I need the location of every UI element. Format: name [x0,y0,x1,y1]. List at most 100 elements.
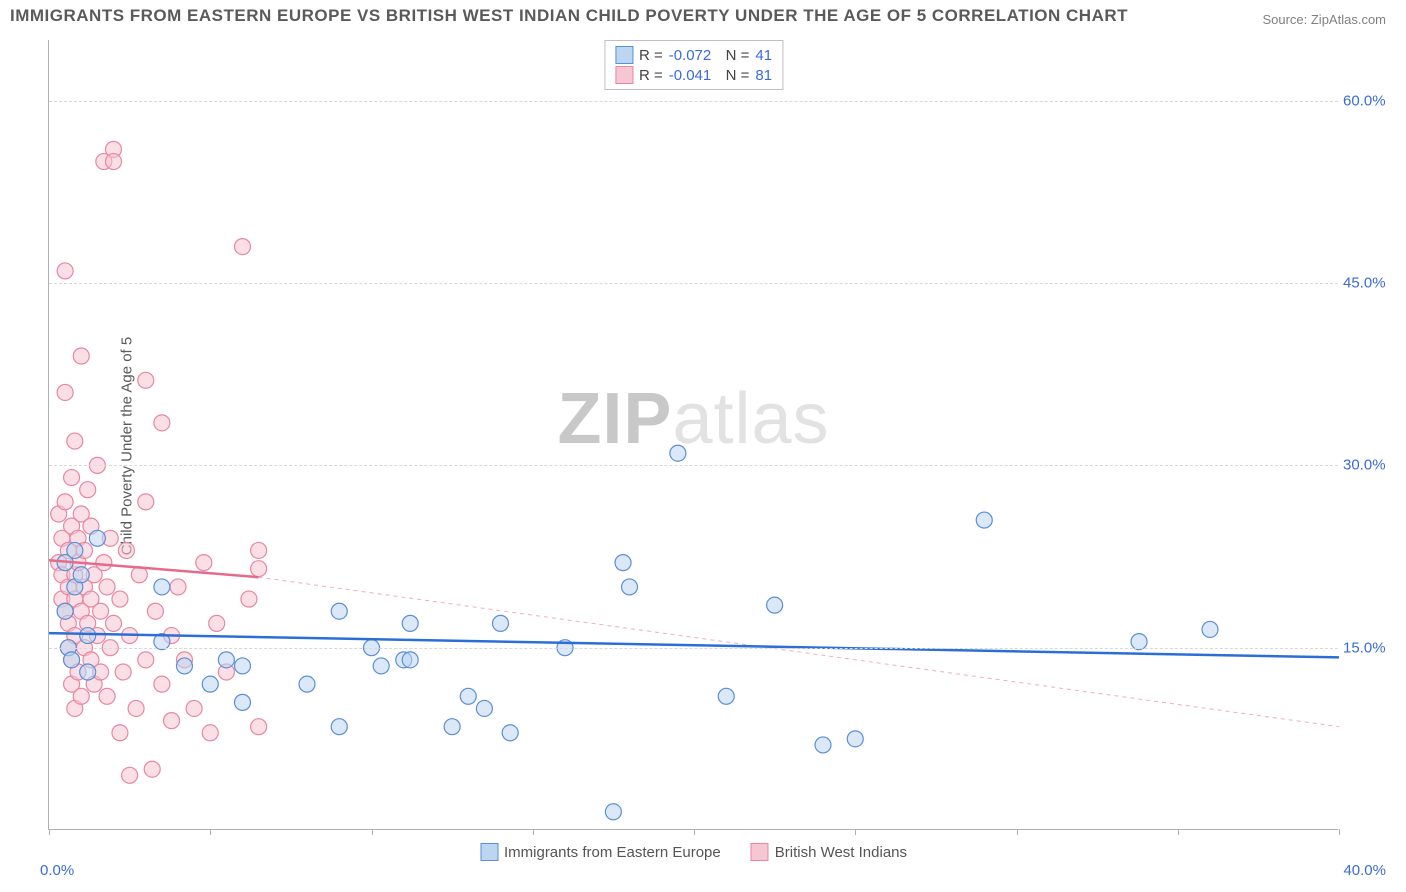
data-point [202,725,218,741]
data-point [154,579,170,595]
source-attribution: Source: ZipAtlas.com [1262,12,1386,27]
data-point [622,579,638,595]
data-point [144,761,160,777]
data-point [402,652,418,668]
data-point [122,767,138,783]
data-point [251,719,267,735]
data-point [138,494,154,510]
gridline [49,283,1338,284]
data-point [64,470,80,486]
data-point [67,433,83,449]
legend-swatch-blue [480,843,498,861]
x-tick-40: 40.0% [1343,862,1386,879]
data-point [186,700,202,716]
data-point [57,384,73,400]
data-point [128,700,144,716]
x-tick-mark [855,829,856,835]
x-tick-mark [1178,829,1179,835]
data-point [80,664,96,680]
data-point [80,482,96,498]
data-point [670,445,686,461]
data-point [718,688,734,704]
series-legend: Immigrants from Eastern Europe British W… [480,843,907,861]
y-tick-label: 60.0% [1343,92,1403,109]
data-point [115,664,131,680]
data-point [73,567,89,583]
data-point [106,154,122,170]
data-point [73,688,89,704]
data-point [373,658,389,674]
data-point [164,713,180,729]
data-point [96,555,112,571]
legend-r-value-2: -0.041 [669,67,712,84]
x-tick-mark [1339,829,1340,835]
data-point [331,719,347,735]
data-point [112,591,128,607]
data-point [57,263,73,279]
data-point [154,415,170,431]
legend-r-label: R = [639,67,663,84]
data-point [235,239,251,255]
data-point [251,542,267,558]
x-tick-0: 0.0% [40,862,74,879]
data-point [112,725,128,741]
data-point [331,603,347,619]
data-point [493,615,509,631]
data-point [847,731,863,747]
data-point [218,652,234,668]
x-tick-mark [372,829,373,835]
legend-r-label: R = [639,47,663,64]
data-point [57,494,73,510]
data-point [209,615,225,631]
data-point [73,348,89,364]
data-point [89,530,105,546]
data-point [235,658,251,674]
data-point [976,512,992,528]
legend-r-value-1: -0.072 [669,47,712,64]
data-point [147,603,163,619]
data-point [170,579,186,595]
data-point [815,737,831,753]
data-point [767,597,783,613]
data-point [176,658,192,674]
gridline [49,101,1338,102]
legend-item-blue: Immigrants from Eastern Europe [480,843,721,861]
correlation-legend: R = -0.072 N = 41 R = -0.041 N = 81 [604,40,783,90]
plot-area: ZIPatlas R = -0.072 N = 41 R = -0.041 N … [48,40,1338,830]
x-tick-mark [1017,829,1018,835]
data-point [502,725,518,741]
y-tick-label: 30.0% [1343,457,1403,474]
data-point [476,700,492,716]
data-point [251,561,267,577]
data-point [444,719,460,735]
legend-label-blue: Immigrants from Eastern Europe [504,844,721,861]
y-tick-label: 15.0% [1343,639,1403,656]
legend-item-pink: British West Indians [751,843,907,861]
data-point [196,555,212,571]
gridline [49,465,1338,466]
data-point [241,591,257,607]
data-point [99,688,115,704]
legend-swatch-pink [751,843,769,861]
data-point [80,628,96,644]
data-point [1202,621,1218,637]
data-point [615,555,631,571]
correlation-row-2: R = -0.041 N = 81 [615,65,772,85]
chart-title: IMMIGRANTS FROM EASTERN EUROPE VS BRITIS… [10,6,1128,26]
legend-n-label: N = [717,47,749,64]
data-point [138,372,154,388]
data-point [106,615,122,631]
data-point [202,676,218,692]
legend-label-pink: British West Indians [775,844,907,861]
data-point [64,652,80,668]
data-point [402,615,418,631]
data-point [99,579,115,595]
data-point [460,688,476,704]
data-point [235,694,251,710]
data-point [605,804,621,820]
y-tick-label: 45.0% [1343,275,1403,292]
legend-swatch-blue [615,46,633,64]
data-point [57,603,73,619]
legend-n-value-1: 41 [755,47,772,64]
data-point [299,676,315,692]
